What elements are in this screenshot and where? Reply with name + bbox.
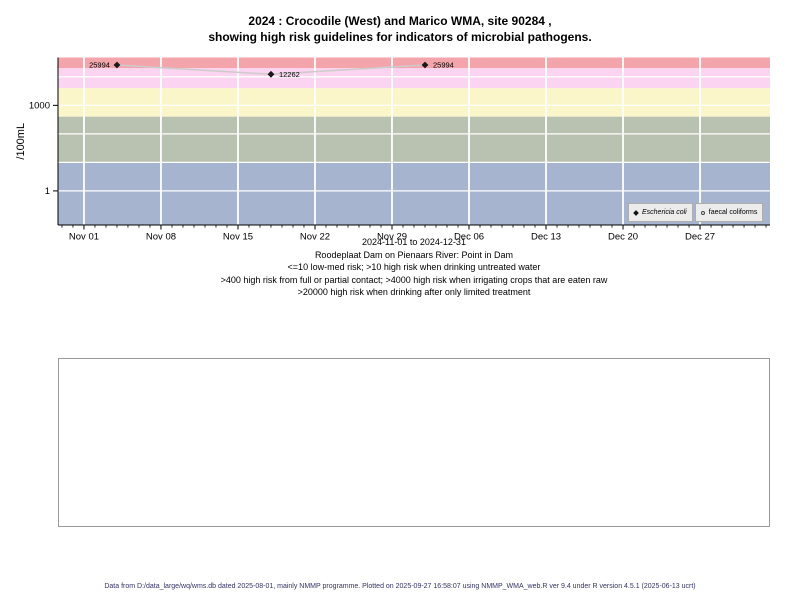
y-tick-label: 1000 (29, 100, 50, 111)
risk-band (58, 88, 770, 117)
data-point-label: 25994 (433, 61, 454, 70)
risk-band (58, 116, 770, 163)
data-point (267, 70, 275, 78)
risk-band (58, 68, 770, 89)
data-point (113, 61, 121, 69)
chart-title-line1: 2024 : Crocodile (West) and Marico WMA, … (248, 14, 552, 28)
caption-site-description: Roodeplaat Dam on Pienaars River: Point … (314, 249, 514, 260)
caption-guideline-1: <=10 low-med risk; >10 high risk when dr… (287, 262, 541, 272)
y-axis-label: /100mL (15, 123, 27, 160)
risk-band (58, 57, 770, 69)
x-tick-label: Nov 22 (300, 232, 330, 243)
data-point (421, 61, 429, 69)
y-tick-label: 1 (45, 186, 50, 197)
legend-item-faecal-coliforms: faecal coliforms (694, 203, 764, 222)
x-tick-label: Nov 29 (377, 232, 407, 243)
x-tick-label: Nov 08 (146, 232, 176, 243)
x-tick-label: Dec 06 (454, 232, 484, 243)
chart-legend: Eschericia coli faecal coliforms (628, 203, 764, 222)
chart-title: 2024 : Crocodile (West) and Marico WMA, … (0, 13, 800, 45)
x-tick-label: Nov 15 (223, 232, 253, 243)
x-tick-label: Dec 20 (608, 232, 638, 243)
risk-chart: Nov 01 Nov 08 Nov 15 Nov 22 Nov 29 Dec 06 Dec … (15, 57, 770, 243)
x-tick-label: Dec 13 (531, 232, 561, 243)
x-tick-label: Nov 01 (69, 232, 99, 243)
chart-caption: 2024-11-01 to 2024-12-31 Roodeplaat Dam … (58, 236, 770, 299)
legend-item-escherichia-coli: Eschericia coli (628, 203, 693, 222)
chart-title-line2: showing high risk guidelines for indicat… (208, 30, 592, 44)
filled-diamond-icon (633, 209, 639, 216)
caption-guideline-2: >400 high risk from full or partial cont… (220, 274, 608, 285)
empty-panel (58, 358, 770, 527)
caption-date-range: 2024-11-01 to 2024-12-31 (362, 237, 466, 247)
data-point-label: 25994 (89, 61, 110, 70)
footer-provenance: Data from D:/data_large/wq/wms.db dated … (104, 583, 696, 590)
x-tick-label: Dec 27 (685, 232, 715, 243)
caption-guideline-3: >20000 high risk when drinking after onl… (297, 287, 531, 297)
legend-label-escherichia-coli: Eschericia coli (642, 209, 687, 216)
data-point-label: 12262 (279, 70, 300, 79)
legend-label-faecal-coliforms: faecal coliforms (708, 209, 758, 216)
open-circle-icon (700, 210, 705, 215)
